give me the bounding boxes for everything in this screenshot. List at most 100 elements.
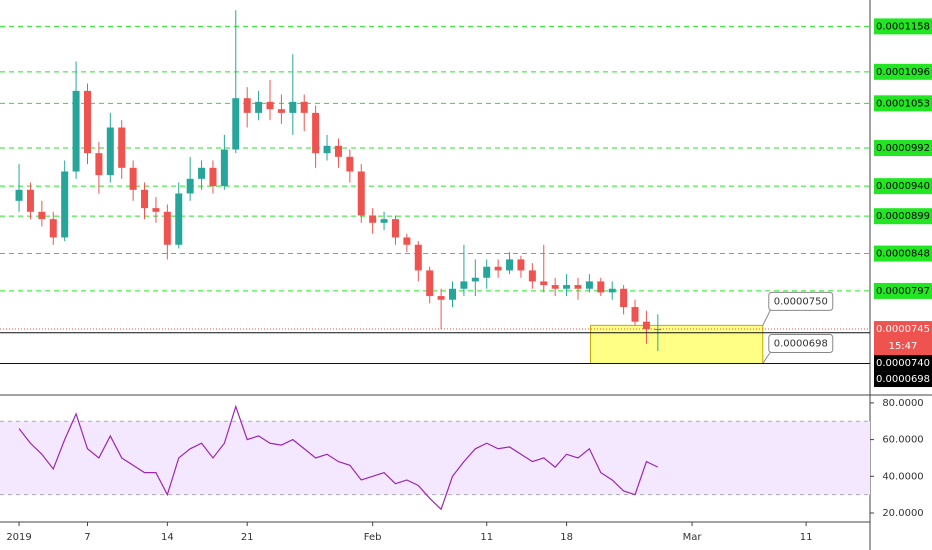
candle-body — [414, 244, 422, 271]
candle-body — [289, 101, 297, 113]
level-label: 0.0000848 — [876, 249, 930, 260]
countdown: 15:47 — [889, 341, 918, 352]
x-tick-label: 14 — [161, 532, 174, 543]
callout-pointer — [762, 309, 772, 326]
candle-body — [209, 167, 217, 187]
candle-body — [334, 145, 342, 157]
candle-body — [426, 270, 434, 297]
candle-body — [300, 101, 308, 113]
candle-body — [141, 189, 149, 209]
candle-body — [118, 127, 126, 168]
candle-body — [83, 90, 91, 154]
candle-body — [175, 193, 183, 245]
level-label: 0.0000940 — [876, 181, 930, 192]
level-label: 0.0000899 — [876, 211, 930, 222]
candle-body — [517, 259, 525, 271]
callout-pointer — [762, 351, 772, 364]
last-price-label: 0.0000745 — [876, 324, 930, 335]
level-label-bg — [874, 18, 932, 35]
callout-label: 0.0000750 — [774, 296, 828, 307]
candle-body — [72, 90, 80, 172]
candle-body — [129, 167, 137, 190]
candle-body — [597, 281, 605, 293]
candle-body — [471, 277, 479, 282]
candle-body — [186, 178, 194, 194]
callout-label: 0.0000698 — [774, 338, 828, 349]
candle-body — [38, 211, 46, 220]
y-tick-label: 80.0000 — [882, 398, 923, 409]
x-tick-label: 11 — [480, 532, 493, 543]
level-label-bg — [874, 178, 932, 195]
line-label-bg — [874, 355, 932, 372]
candle-body — [357, 171, 365, 216]
level-label-bg — [874, 95, 932, 112]
x-tick-label: 18 — [560, 532, 573, 543]
rsi-band — [0, 421, 870, 495]
candle-body — [608, 288, 616, 293]
candle-body — [26, 189, 34, 212]
candle-body — [243, 98, 251, 113]
level-label: 0.0001053 — [876, 98, 930, 109]
range-box — [590, 324, 764, 364]
rsi-line — [18, 404, 659, 511]
x-tick-label: 2019 — [6, 532, 31, 543]
candle-body — [369, 215, 377, 223]
line-label-bg — [874, 371, 932, 388]
candle-body — [323, 145, 331, 154]
candle-body — [277, 109, 285, 113]
candle-body — [563, 285, 571, 289]
level-label-bg — [874, 140, 932, 157]
candle-body — [391, 219, 399, 238]
candle-body — [346, 156, 354, 172]
x-tick-label: Mar — [683, 532, 703, 543]
level-label-bg — [874, 208, 932, 225]
y-tick-label: 20.0000 — [882, 508, 923, 519]
candle-body — [61, 171, 69, 238]
y-tick-label: 60.0000 — [882, 435, 923, 446]
candle-body — [49, 219, 57, 238]
last-price-bg — [874, 321, 932, 356]
x-tick-label: 7 — [84, 532, 90, 543]
candle-body — [483, 266, 491, 278]
y-tick-label: 40.0000 — [882, 471, 923, 482]
candle-body — [220, 149, 228, 187]
level-label: 0.0000797 — [876, 286, 930, 297]
candle-body — [620, 288, 628, 308]
candle-body — [163, 211, 171, 245]
candle-body — [540, 281, 548, 286]
candle-body — [528, 270, 536, 282]
candle-body — [95, 153, 103, 176]
candle-body — [574, 285, 582, 289]
x-tick-label: Feb — [364, 532, 382, 543]
candle-body — [106, 127, 114, 176]
candle-body — [198, 167, 206, 179]
candle-body — [460, 281, 468, 289]
candle-body — [380, 219, 388, 223]
candle-body — [255, 101, 263, 113]
line-label: 0.0000740 — [876, 358, 930, 369]
candle-body — [437, 296, 445, 300]
candle-body — [15, 189, 23, 201]
candle-body — [506, 259, 514, 271]
candle-body — [449, 288, 457, 300]
level-label-bg — [874, 63, 932, 80]
candle-body — [585, 281, 593, 289]
x-tick-label: 21 — [241, 532, 254, 543]
x-tick-label: 11 — [800, 532, 813, 543]
level-label: 0.0001158 — [876, 21, 930, 32]
callout-bg — [768, 291, 834, 311]
level-label-bg — [874, 282, 932, 299]
candle-body — [631, 307, 639, 322]
candle-body — [403, 237, 411, 245]
candle-body — [232, 98, 240, 150]
candle-body — [494, 266, 502, 271]
candle-body — [642, 321, 650, 330]
callout-bg — [768, 333, 834, 353]
level-label: 0.0000992 — [876, 143, 930, 154]
line-label: 0.0000698 — [876, 374, 930, 385]
candle-body — [312, 112, 320, 154]
candle-body — [152, 208, 160, 212]
candle-body — [266, 101, 274, 110]
candle-body — [551, 285, 559, 289]
